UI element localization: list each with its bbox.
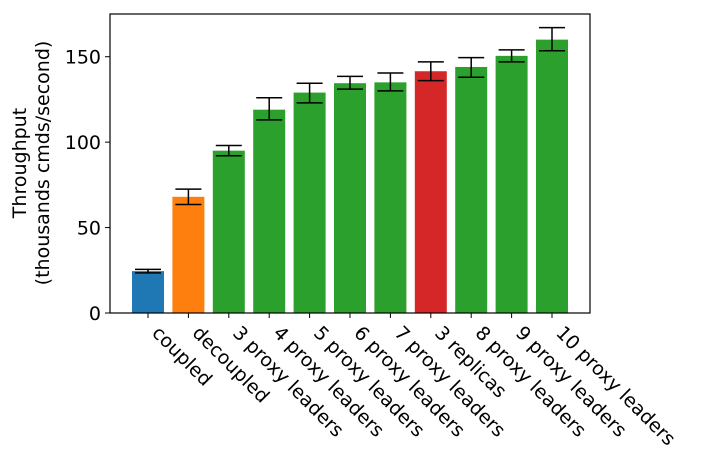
error-bar — [458, 56, 485, 78]
bar — [293, 92, 326, 313]
bar — [536, 39, 568, 313]
y-axis-label-line-1: Throughput — [9, 108, 31, 219]
y-tick-label: 100 — [65, 132, 101, 154]
error-bar — [417, 61, 444, 82]
y-tick-label: 50 — [77, 218, 101, 240]
error-bars-layer — [135, 26, 565, 274]
bar — [374, 82, 407, 313]
error-bar — [135, 268, 161, 274]
y-tick-label: 150 — [65, 47, 101, 69]
error-bar — [498, 49, 525, 63]
error-bar — [377, 72, 404, 92]
bar — [455, 66, 488, 313]
y-axis-ticks: 0 50 100 150 — [65, 47, 110, 325]
bar — [212, 150, 245, 313]
error-bar — [539, 26, 565, 52]
bar — [495, 55, 528, 314]
bar — [253, 109, 286, 314]
bar — [414, 71, 447, 313]
error-bar — [215, 144, 242, 157]
bars-layer — [132, 39, 568, 314]
error-bar — [296, 82, 323, 104]
error-bar — [337, 75, 363, 90]
y-axis-label-line-2: (thousands cmds/second) — [32, 41, 54, 286]
bar — [172, 196, 205, 313]
error-bar — [175, 188, 202, 206]
bar — [334, 83, 366, 313]
y-tick-label: 0 — [89, 303, 101, 325]
error-bar — [256, 96, 283, 121]
bar — [132, 271, 164, 313]
